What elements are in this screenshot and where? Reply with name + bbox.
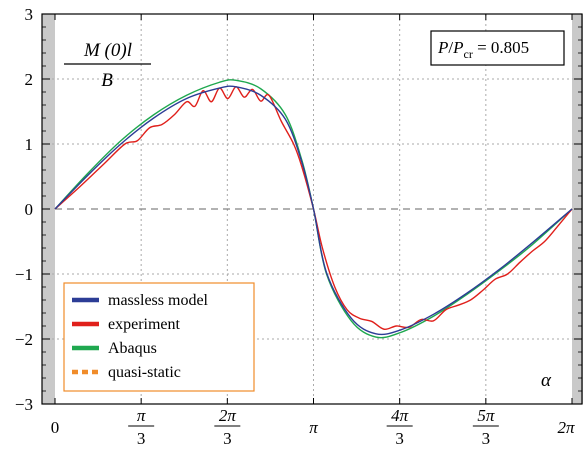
series-line-massless-model xyxy=(54,85,573,336)
y-tick-label: 1 xyxy=(25,135,34,154)
y-tick-label: −3 xyxy=(15,395,33,414)
ylabel-numerator: M (0)l xyxy=(83,40,132,61)
xlabel: α xyxy=(541,370,552,391)
y-tick-label: −1 xyxy=(15,265,33,284)
y-tick-label: 0 xyxy=(25,200,34,219)
legend-label-experiment: experiment xyxy=(108,316,181,333)
ylabel-denominator: B xyxy=(101,70,113,91)
y-tick-label: 3 xyxy=(25,5,34,24)
x-tick-numerator: 5π xyxy=(477,406,495,425)
x-tick-numerator: 4π xyxy=(391,406,409,425)
legend-label-abaqus: Abaqus xyxy=(108,340,157,357)
series-line-experiment xyxy=(54,86,573,331)
annotation-text: P/Pcr = 0.805 xyxy=(437,38,529,61)
y-tick-label: 2 xyxy=(25,70,34,89)
y-tick-label: −2 xyxy=(15,330,33,349)
x-tick-denominator: 3 xyxy=(482,429,491,448)
y-tick-labels: 3 2 1 0 −1 −2 −3 xyxy=(15,5,33,414)
x-tick-label: 2π xyxy=(557,418,575,437)
series-group xyxy=(54,79,573,339)
legend-label-quasi-static: quasi-static xyxy=(108,364,181,381)
x-tick-denominator: 3 xyxy=(395,429,404,448)
x-tick-denominator: 3 xyxy=(137,429,146,448)
x-tick-labels: 0 π 3 2π 3 π 4π 3 5π 3 2π xyxy=(51,406,575,448)
tick-marks xyxy=(42,13,582,405)
annotation-box xyxy=(430,30,565,66)
x-tick-numerator: π xyxy=(137,406,146,425)
x-tick-label: 0 xyxy=(51,418,60,437)
x-tick-label: π xyxy=(309,418,318,437)
x-tick-numerator: 2π xyxy=(219,406,237,425)
legend-label-massless-model: massless model xyxy=(108,292,209,309)
legend: massless model experiment Abaqus quasi-stat… xyxy=(72,292,209,381)
x-tick-denominator: 3 xyxy=(223,429,232,448)
